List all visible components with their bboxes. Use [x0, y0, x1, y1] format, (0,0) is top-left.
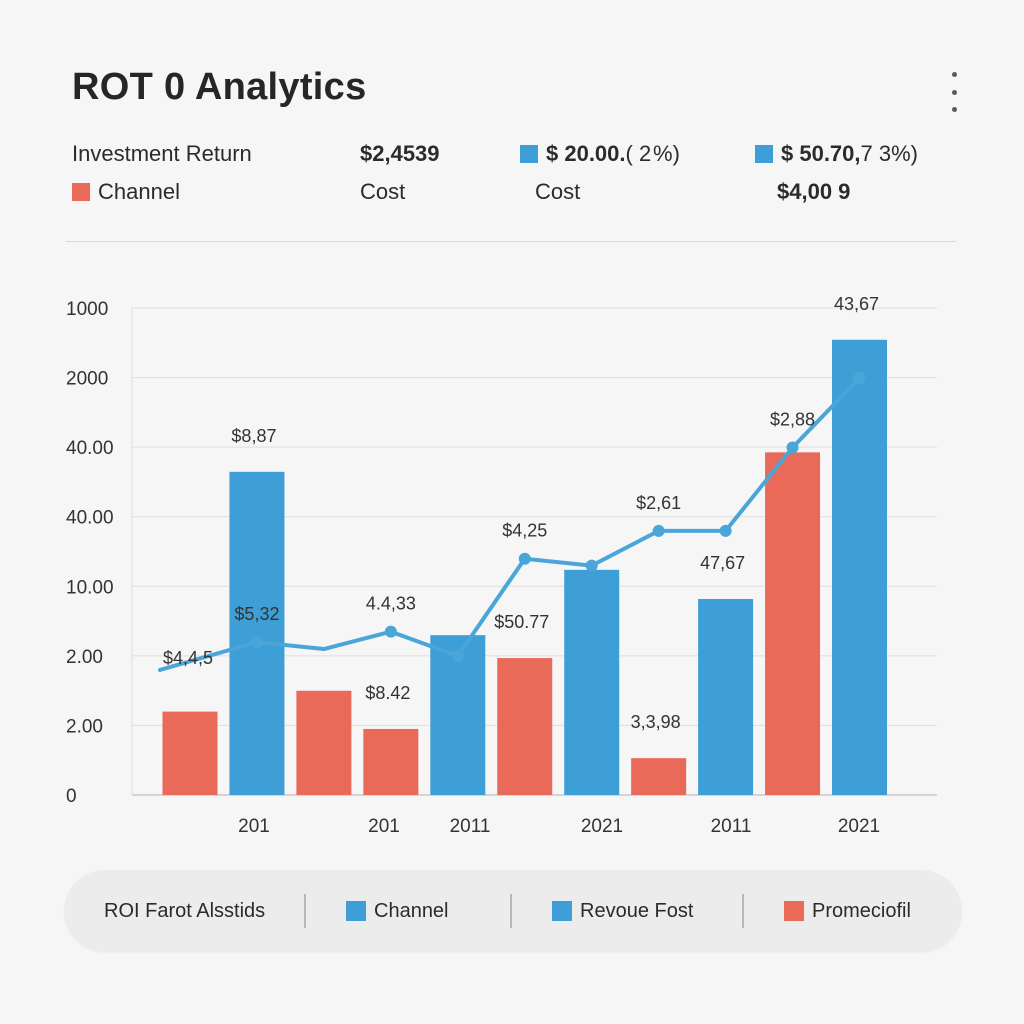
metric-b-value: $ 50.70, — [781, 141, 861, 166]
y-tick-label: 10.00 — [66, 577, 114, 598]
bar — [631, 758, 687, 795]
red-swatch-icon — [784, 901, 804, 921]
metric-a-pct: ( 2 %) — [625, 141, 680, 166]
page-title: ROT 0 Analytics — [72, 66, 367, 108]
y-tick-label: 40.00 — [66, 438, 114, 459]
line-value-label: $2,61 — [636, 493, 681, 513]
blue-swatch-icon — [346, 901, 366, 921]
kebab-menu-icon[interactable] — [944, 72, 964, 112]
red-swatch-icon — [72, 183, 90, 201]
bar — [765, 452, 821, 795]
legend-item-channel[interactable]: Channel — [346, 870, 449, 952]
cost-value: $4,00 9 — [777, 179, 851, 204]
metric-b-pct: 7 3%) — [860, 141, 918, 166]
kebab-dot — [951, 89, 957, 95]
legend-separator — [742, 894, 744, 928]
y-tick-label: 2.00 — [66, 647, 103, 668]
bars — [162, 339, 887, 795]
bar-value-label: $50.77 — [494, 612, 549, 632]
line-value-label: $4,25 — [502, 521, 547, 541]
cost-label-a: Cost — [360, 179, 406, 204]
bar — [832, 339, 887, 795]
kebab-dot — [951, 107, 957, 112]
metric-b: $ 50.70,7 3%) — [755, 141, 918, 167]
line-point — [250, 636, 263, 649]
line-point — [585, 559, 598, 572]
line-value-label: $2,88 — [770, 410, 815, 430]
line-point — [652, 524, 665, 537]
blue-swatch-icon — [520, 145, 538, 163]
line-point — [719, 524, 732, 537]
line-point — [518, 552, 531, 565]
bar-value-label: 47,67 — [700, 553, 745, 573]
y-tick-label: 2.00 — [66, 716, 103, 737]
header-divider — [66, 241, 956, 242]
x-tick-label: 2021 — [838, 816, 880, 837]
legend-label: Channel — [374, 899, 449, 922]
x-axis-ticks: 201 201 2011 2021 2011 2021 — [238, 816, 880, 837]
legend-label: Revoue Fost — [580, 899, 694, 922]
line-value-label: $5,32 — [234, 604, 279, 624]
y-axis-ticks: 1000 2000 40.00 40.00 10.00 2.00 2.00 0 — [66, 299, 114, 807]
y-tick-label: 1000 — [66, 299, 108, 320]
bar — [229, 471, 285, 795]
legend-item-revenue[interactable]: Revoue Fost — [552, 870, 693, 952]
channel-label: Channel — [98, 179, 180, 204]
y-tick-label: 0 — [66, 786, 77, 807]
x-tick-label: 201 — [238, 816, 270, 837]
investment-return-label: Investment Return — [72, 141, 252, 166]
y-tick-label: 40.00 — [66, 508, 114, 529]
blue-swatch-icon — [552, 901, 572, 921]
kebab-dot — [951, 72, 957, 77]
legend-separator — [304, 894, 306, 928]
channel-stat: Channel — [72, 179, 180, 205]
legend: ROI Farot Alsstids Channel Revoue Fost P… — [64, 870, 962, 952]
bar — [162, 711, 218, 795]
x-tick-label: 2011 — [711, 816, 752, 837]
legend-item-title[interactable]: ROI Farot Alsstids — [104, 870, 265, 952]
bar-value-label: $8.42 — [365, 683, 410, 703]
cost-label-b: Cost — [535, 179, 581, 204]
legend-separator — [510, 894, 512, 928]
line-value-label: $4,4,5 — [163, 648, 213, 668]
bar — [698, 599, 754, 795]
line-point — [384, 625, 397, 638]
bar — [296, 690, 352, 795]
line-value-label: 4.4,33 — [366, 594, 416, 614]
data-labels: $8,87 $8.42 $50.77 3,3,98 47,67 43,67 $5,32 4.4… — [163, 294, 879, 732]
bar-value-label: 43,67 — [834, 294, 879, 314]
y-tick-label: 2000 — [66, 369, 108, 390]
metric-a-value: $ 20.00. — [546, 141, 626, 166]
legend-label: ROI Farot Alsstids — [104, 899, 266, 922]
bar — [497, 658, 553, 795]
legend-item-promotion[interactable]: Promeciofil — [784, 870, 911, 952]
metric-a: $ 20.00.( 2 %) — [520, 141, 680, 167]
x-tick-label: 2011 — [450, 816, 491, 837]
blue-swatch-icon — [755, 145, 773, 163]
legend-label: Promeciofil — [812, 899, 911, 922]
investment-return-value: $2,4539 — [360, 141, 440, 166]
trend-line — [158, 372, 866, 672]
x-tick-label: 201 — [368, 816, 400, 837]
bar — [564, 569, 620, 795]
line-point — [451, 650, 464, 662]
bar-value-label: 3,3,98 — [631, 712, 681, 732]
x-tick-label: 2021 — [581, 816, 623, 837]
line-point — [786, 441, 799, 454]
line-point — [853, 372, 866, 384]
bar-value-label: $8,87 — [231, 426, 276, 446]
bar — [363, 728, 419, 795]
